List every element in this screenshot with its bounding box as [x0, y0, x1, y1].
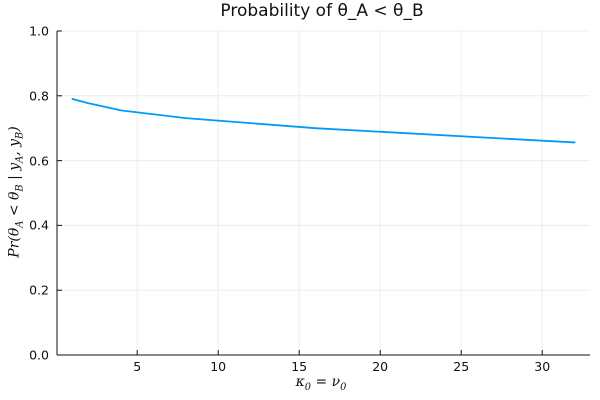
y-tick-label: 0.6	[29, 153, 49, 169]
y-tick-label: 0.4	[29, 217, 49, 233]
y-tick-label: 1.0	[29, 23, 49, 39]
chart-title: Probability of θ_A < θ_B	[220, 1, 424, 21]
x-tick-label: 15	[291, 359, 308, 374]
y-tick-label: 0.8	[29, 88, 49, 104]
y-axis-label: Pr(θA < θB | yA, yB)	[6, 126, 26, 258]
x-tick-label: 10	[210, 359, 227, 374]
x-tick-label: 5	[133, 359, 142, 374]
x-tick-label: 25	[453, 359, 470, 374]
y-tick-label: 0.2	[29, 282, 49, 298]
x-tick-label: 20	[372, 359, 389, 374]
x-tick-label: 30	[534, 359, 551, 374]
y-tick-label: 0.0	[29, 347, 49, 363]
x-axis-label: κ0 = ν0	[295, 374, 347, 393]
data-line-series1	[71, 98, 576, 144]
